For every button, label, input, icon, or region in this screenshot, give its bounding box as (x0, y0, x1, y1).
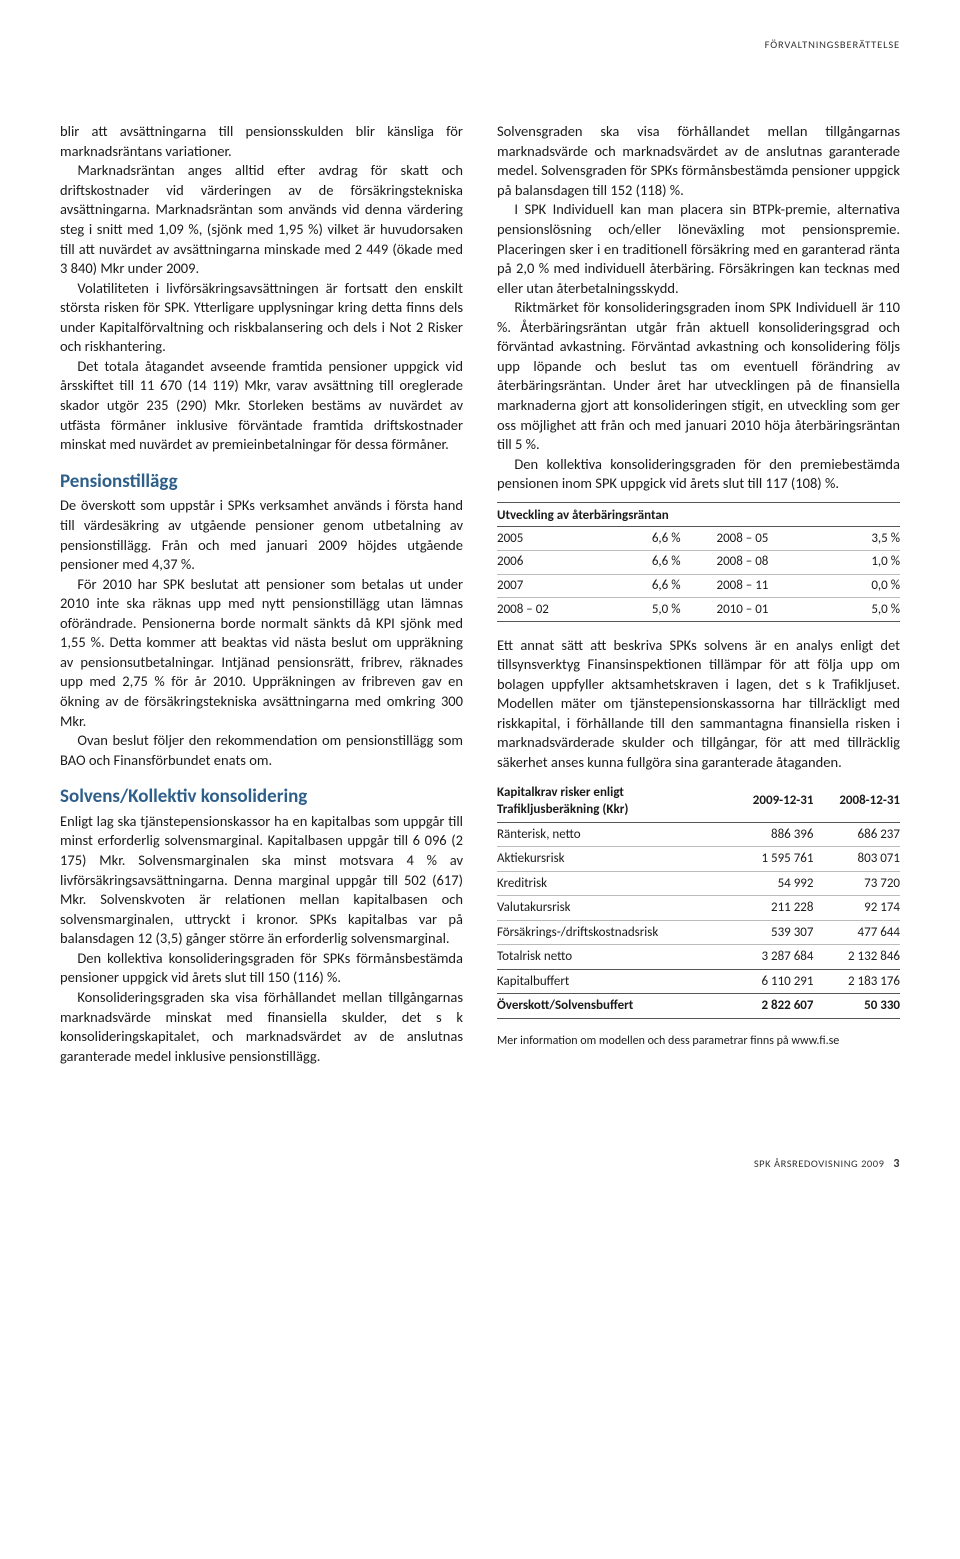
table-cell: 2008 – 05 (698, 527, 841, 550)
table-cell: 2008 – 08 (698, 550, 841, 574)
page-footer: SPK ÅRSREDOVISNING 2009 3 (60, 1156, 900, 1172)
table-cell: 2 822 607 (727, 994, 814, 1019)
table-head: Kapitalkrav risker enligt Trafikljusberä… (497, 781, 727, 823)
table-cell: 5,0 % (841, 598, 900, 622)
return-rate-table: Utveckling av återbäringsräntan 20056,6 … (497, 502, 900, 622)
table-cell: 3 287 684 (727, 945, 814, 970)
table-cell: Överskott/Solvensbuffert (497, 994, 727, 1019)
body-paragraph: blir att avsättningarna till pensionssku… (60, 122, 463, 161)
body-paragraph: Ett annat sätt att beskriva SPKs solvens… (497, 636, 900, 773)
table-row: 20066,6 %2008 – 081,0 % (497, 550, 900, 574)
table-head: 2008-12-31 (813, 781, 900, 823)
table-cell: 2010 – 01 (698, 598, 841, 622)
capital-requirement-table: Kapitalkrav risker enligt Trafikljusberä… (497, 781, 900, 1019)
table-cell: 50 330 (813, 994, 900, 1019)
table-row: Totalrisk netto3 287 6842 132 846 (497, 945, 900, 970)
table-cell: Kapitalbuffert (497, 969, 727, 994)
body-paragraph: Solvensgraden ska visa förhållandet mell… (497, 122, 900, 200)
body-paragraph: Enligt lag ska tjänstepensionskassor ha … (60, 812, 463, 949)
table-cell: 3,5 % (841, 527, 900, 550)
table-cell: 539 307 (727, 920, 814, 945)
section-heading-solvens: Solvens/Kollektiv konsolidering (60, 784, 463, 810)
table-row: Aktiekursrisk1 595 761803 071 (497, 847, 900, 872)
table-head: 2009-12-31 (727, 781, 814, 823)
table-cell: Aktiekursrisk (497, 847, 727, 872)
table-cell: 1,0 % (841, 550, 900, 574)
left-column: blir att avsättningarna till pensionssku… (60, 122, 463, 1066)
table-cell: 686 237 (813, 822, 900, 847)
body-paragraph: Volatiliteten i livförsäkringsavsättning… (60, 279, 463, 357)
table-row: Ränterisk, netto886 396686 237 (497, 822, 900, 847)
section-heading-pensionstillagg: Pensionstillägg (60, 469, 463, 495)
table-row: 20056,6 %2008 – 053,5 % (497, 527, 900, 550)
page-number: 3 (893, 1157, 900, 1171)
running-header: FÖRVALTNINGSBERÄTTELSE (60, 38, 900, 52)
table-cell: 2 132 846 (813, 945, 900, 970)
table-cell: 5,0 % (603, 598, 698, 622)
table-cell: Valutakursrisk (497, 896, 727, 921)
table-cell: 6,6 % (603, 527, 698, 550)
two-column-layout: blir att avsättningarna till pensionssku… (60, 122, 900, 1066)
table-cell: 6 110 291 (727, 969, 814, 994)
table-cell: 6,6 % (603, 574, 698, 598)
table-row: Valutakursrisk211 22892 174 (497, 896, 900, 921)
table-row: Överskott/Solvensbuffert2 822 60750 330 (497, 994, 900, 1019)
table-row: 2008 – 025,0 %2010 – 015,0 % (497, 598, 900, 622)
body-paragraph: Det totala åtagandet avseende framtida p… (60, 357, 463, 455)
table-caption: Utveckling av återbäringsräntan (497, 502, 900, 528)
table-cell: Totalrisk netto (497, 945, 727, 970)
table-cell: 2006 (497, 550, 603, 574)
table-cell: 211 228 (727, 896, 814, 921)
table-cell: Försäkrings-/driftskostnadsrisk (497, 920, 727, 945)
table-cell: 73 720 (813, 871, 900, 896)
table-cell: 803 071 (813, 847, 900, 872)
body-paragraph: Marknadsräntan anges alltid efter avdrag… (60, 161, 463, 278)
body-paragraph: Den kollektiva konsolideringsgraden för … (497, 455, 900, 494)
table-row: 20076,6 %2008 – 110,0 % (497, 574, 900, 598)
body-paragraph: Konsolideringsgraden ska visa förhålland… (60, 988, 463, 1066)
table-cell: 0,0 % (841, 574, 900, 598)
table-cell: 2 183 176 (813, 969, 900, 994)
table-cell: 2005 (497, 527, 603, 550)
table-cell: 2008 – 11 (698, 574, 841, 598)
table-cell: 1 595 761 (727, 847, 814, 872)
table-cell: 92 174 (813, 896, 900, 921)
body-paragraph: Ovan beslut följer den rekommendation om… (60, 731, 463, 770)
table-cell: 6,6 % (603, 550, 698, 574)
table-cell: 2008 – 02 (497, 598, 603, 622)
table-cell: Ränterisk, netto (497, 822, 727, 847)
table-row: Kreditrisk54 99273 720 (497, 871, 900, 896)
body-paragraph: I SPK Individuell kan man placera sin BT… (497, 200, 900, 298)
table-cell: 477 644 (813, 920, 900, 945)
body-paragraph: Den kollektiva konsolideringsgraden för … (60, 949, 463, 988)
table-cell: 886 396 (727, 822, 814, 847)
table-cell: Kreditrisk (497, 871, 727, 896)
body-paragraph: Riktmärket för konsolideringsgraden inom… (497, 298, 900, 455)
table-row: Kapitalbuffert6 110 2912 183 176 (497, 969, 900, 994)
body-paragraph: De överskott som uppstår i SPKs verksamh… (60, 496, 463, 574)
table-cell: 54 992 (727, 871, 814, 896)
footer-text: SPK ÅRSREDOVISNING 2009 (754, 1157, 885, 1170)
table-cell: 2007 (497, 574, 603, 598)
right-column: Solvensgraden ska visa förhållandet mell… (497, 122, 900, 1066)
table-row: Försäkrings-/driftskostnadsrisk539 30747… (497, 920, 900, 945)
table-footnote: Mer information om modellen och dess par… (497, 1033, 900, 1049)
body-paragraph: För 2010 har SPK beslutat att pensioner … (60, 575, 463, 732)
